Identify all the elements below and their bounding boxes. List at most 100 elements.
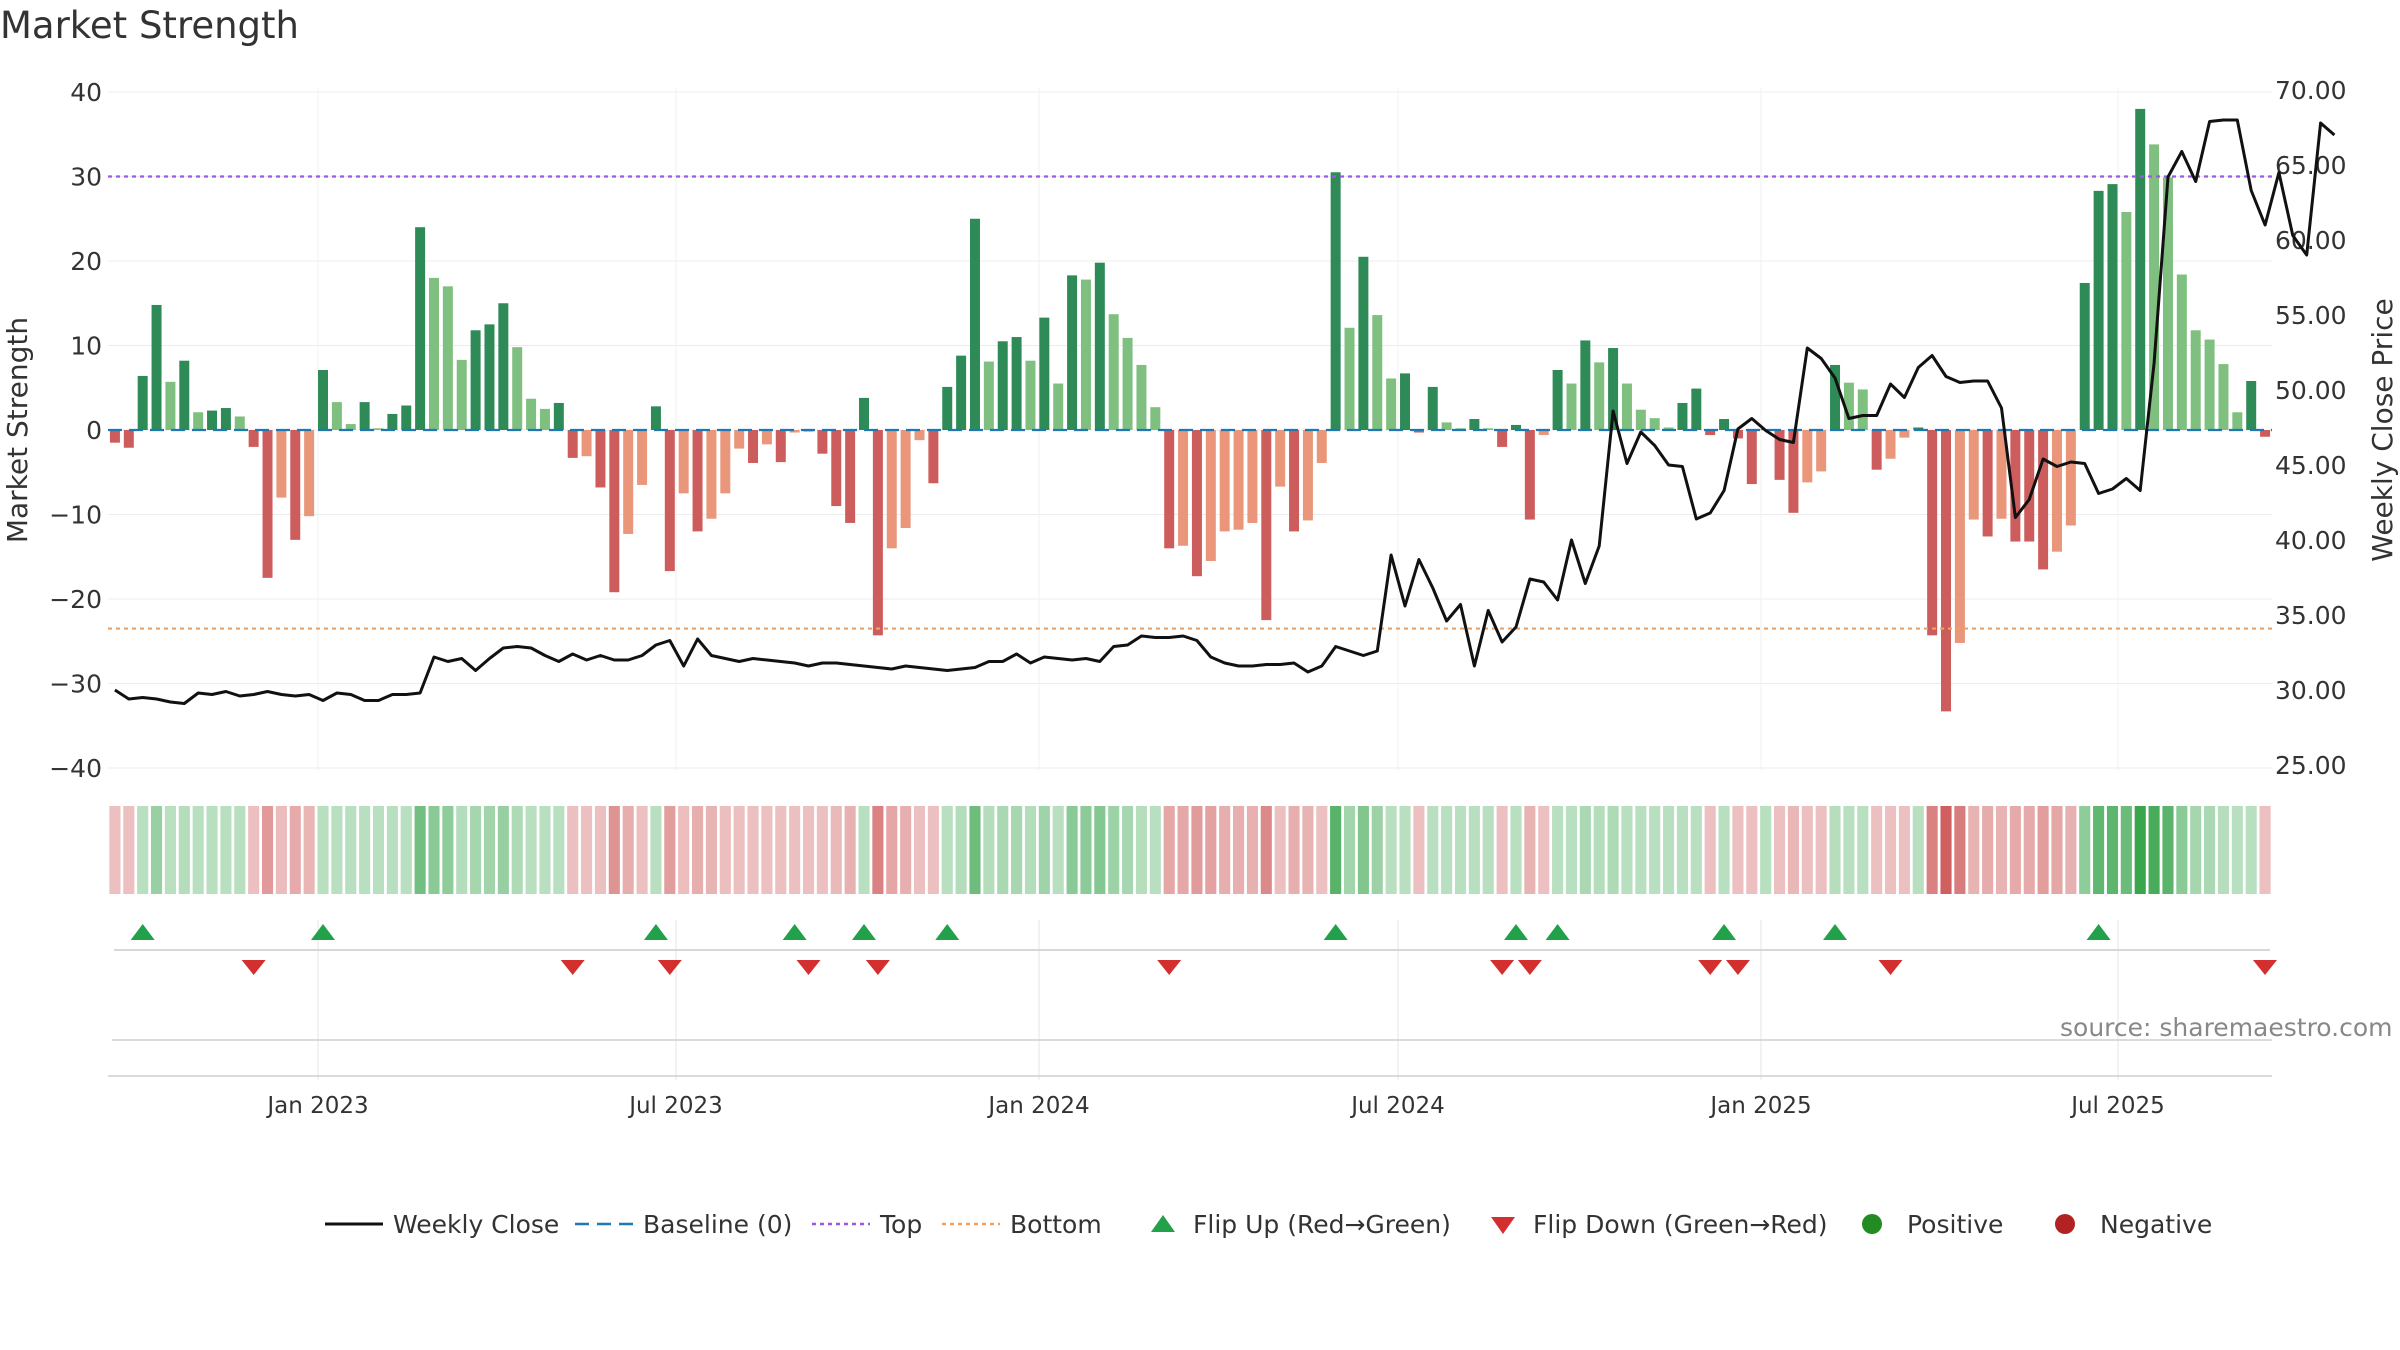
legend-label: Positive [1907, 1210, 2003, 1239]
y2-tick-label: 55.00 [2275, 301, 2347, 330]
strength-bar [1913, 427, 1924, 430]
strength-bar [1927, 430, 1938, 636]
strength-bar [1067, 275, 1078, 430]
legend-item: Flip Down (Green→Red) [1491, 1210, 1828, 1239]
y2-tick-label: 35.00 [2275, 601, 2347, 630]
heat-cell [2162, 806, 2174, 894]
heat-cell [1718, 806, 1730, 894]
heat-cell [761, 806, 773, 894]
strength-bar [2149, 144, 2160, 430]
strength-bar [2038, 430, 2049, 570]
strength-bar [248, 430, 259, 447]
strength-bar [2260, 430, 2271, 437]
strength-bar [1386, 378, 1397, 430]
heat-cell [1829, 806, 1841, 894]
heat-cell [2093, 806, 2105, 894]
heat-cell [886, 806, 898, 894]
legend-item: Baseline (0) [575, 1210, 792, 1239]
x-tick-label: Jul 2024 [1349, 1093, 1445, 1119]
strength-bar [1011, 337, 1022, 430]
strength-bar [1677, 402, 1688, 430]
heat-cell [261, 806, 274, 894]
strength-bar [2065, 430, 2076, 526]
heat-cell [456, 806, 468, 894]
flip-down-marker [560, 960, 585, 975]
legend-item: Negative [2055, 1210, 2212, 1239]
heat-cell [123, 806, 135, 894]
heat-cell [733, 806, 745, 894]
y2-tick-label: 30.00 [2275, 676, 2347, 705]
strength-bar [817, 430, 828, 454]
strength-bar [1954, 430, 1965, 643]
heat-cell [2148, 806, 2160, 894]
strength-bar [859, 397, 870, 430]
strength-bar [1899, 430, 1910, 438]
heat-cell [1968, 806, 1980, 894]
heat-cell [2037, 806, 2049, 894]
strength-bar [969, 218, 980, 430]
y-tick-label: 30 [70, 163, 102, 192]
source-label: source: sharemaestro.com [2060, 1013, 2393, 1042]
weekly-close-line [114, 118, 2336, 705]
heat-cell [969, 806, 981, 894]
strength-bar [2051, 430, 2062, 552]
heat-cell [1135, 806, 1147, 894]
flip-up-marker [1712, 924, 1737, 940]
strength-bar [914, 430, 925, 441]
heat-cell [178, 806, 190, 894]
heat-cell [414, 806, 426, 894]
y2-tick-label: 25.00 [2275, 751, 2347, 780]
y2-tick-label: 65.00 [2275, 151, 2347, 180]
y-tick-label: 10 [70, 332, 102, 361]
y-axis-label: Market Strength [1, 317, 34, 543]
strength-bar [2246, 380, 2257, 430]
flip-up-marker [643, 924, 668, 940]
strength-bar [789, 430, 800, 433]
strength-bar [526, 398, 537, 430]
heat-cell [372, 806, 385, 894]
heat-cell [2190, 806, 2202, 894]
strength-bar [137, 375, 148, 430]
heat-cell [192, 806, 204, 894]
heat-cell [2009, 806, 2021, 894]
strength-bar [1233, 430, 1244, 530]
heat-cell [1690, 806, 1702, 894]
y2-tick-label: 60.00 [2275, 226, 2347, 255]
strength-bar [1025, 360, 1036, 430]
heat-cell [1108, 806, 1120, 894]
strength-bar [1219, 430, 1230, 532]
strength-bar [123, 430, 134, 448]
heat-cell [1302, 806, 1314, 894]
heat-cell [747, 806, 759, 894]
legend-circle-icon [2055, 1214, 2075, 1234]
heat-cell [941, 806, 953, 894]
heat-cell [789, 806, 801, 894]
heat-cell [678, 806, 690, 894]
strength-bar [1122, 337, 1133, 430]
strength-bar [1094, 262, 1105, 430]
flip-down-marker [1517, 960, 1542, 975]
heat-cell [151, 806, 163, 894]
legend-label: Baseline (0) [643, 1210, 792, 1239]
heat-cell [872, 806, 884, 894]
heat-cell [581, 806, 593, 894]
heat-cell [802, 806, 815, 894]
strength-bar [761, 430, 772, 445]
heat-cell [2259, 806, 2271, 894]
strength-bar [623, 430, 634, 534]
y-tick-label: 40 [70, 78, 102, 107]
flip-up-marker [2086, 924, 2111, 940]
heat-cell [1191, 806, 1203, 894]
strength-bar [1968, 430, 1979, 520]
strength-bar [1178, 430, 1189, 546]
strength-bar [1608, 348, 1619, 430]
heat-cell [248, 806, 260, 894]
strength-bar [2204, 339, 2215, 430]
heat-cell [1857, 806, 1869, 894]
heat-cell [553, 806, 565, 894]
strength-bar [193, 412, 204, 430]
heat-cell [1774, 806, 1786, 894]
strength-bar [2135, 108, 2146, 431]
strength-bar [165, 381, 176, 430]
strength-bar [831, 430, 842, 507]
